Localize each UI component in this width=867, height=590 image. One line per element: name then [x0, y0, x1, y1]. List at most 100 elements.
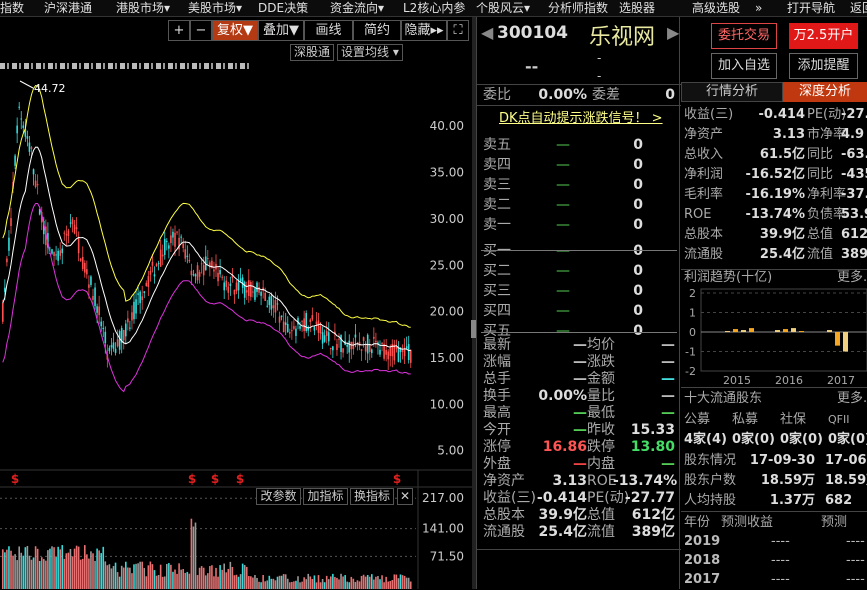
menu-item[interactable]: DDE决策: [258, 1, 309, 15]
candle-body: [299, 326, 301, 329]
volume-bar: [364, 576, 367, 589]
menu-item[interactable]: 打开导航: [787, 1, 836, 15]
volume-bar: [102, 546, 105, 589]
candle-body: [252, 291, 254, 293]
volume-bar: [38, 560, 41, 589]
menu-item[interactable]: L2核心内参: [403, 1, 466, 15]
close-indicator-button[interactable]: ✕: [397, 488, 413, 505]
bid-row[interactable]: 买三 — 0: [483, 281, 677, 301]
last-price: --: [525, 57, 539, 76]
volume-bar: [268, 575, 271, 589]
candle-body: [59, 250, 61, 256]
holder-type: 社保: [780, 412, 807, 427]
volume-bar: [122, 567, 125, 589]
fuquan-dropdown[interactable]: 复权▼: [212, 20, 258, 41]
analysis-label: 负债率: [807, 207, 847, 222]
next-stock-icon[interactable]: ▶: [667, 23, 680, 42]
kline-chart[interactable]: 40.00 35.00 30.00 25.00 20.00 15.00 10.00 5.00 2…: [0, 17, 472, 589]
level-label: 买五: [483, 323, 511, 339]
bid-row[interactable]: 买一 — 0: [483, 241, 677, 261]
simple-button[interactable]: 简约: [353, 20, 401, 41]
trade-button[interactable]: 委托交易: [711, 23, 777, 49]
zoom-in-button[interactable]: +: [168, 20, 190, 41]
level-label: 卖五: [483, 137, 511, 153]
volume-bar: [319, 582, 322, 589]
volume-bar: [178, 563, 180, 589]
candle-body: [157, 263, 160, 265]
prev-stock-icon[interactable]: ◀: [481, 23, 494, 42]
bid-row[interactable]: 买四 — 0: [483, 301, 677, 321]
shengutong-button[interactable]: 深股通: [290, 44, 335, 61]
switch-indicator-button[interactable]: 换指标: [350, 488, 394, 505]
stat-value: 39.9亿: [538, 507, 587, 523]
volume-bar: [373, 579, 375, 589]
menu-item[interactable]: 美股市场▾: [188, 1, 243, 15]
ask-row[interactable]: 卖三 — 0: [483, 175, 677, 195]
stat-value: 389亿: [631, 524, 675, 540]
candle-body: [149, 270, 152, 275]
ask-row[interactable]: 卖二 — 0: [483, 195, 677, 215]
volume-bar: [260, 582, 262, 589]
add-watchlist-button[interactable]: 加入自选: [711, 53, 777, 79]
set-ma-dropdown[interactable]: 设置均线 ▾: [337, 44, 403, 61]
volume-bar: [332, 573, 334, 589]
ask-row[interactable]: 卖四 — 0: [483, 155, 677, 175]
candle-body: [235, 282, 238, 292]
tab-market-analysis[interactable]: 行情分析: [681, 82, 783, 102]
menu-item[interactable]: 资金流向▾: [330, 1, 385, 15]
profit-more-link[interactable]: 更多.: [837, 270, 867, 285]
menu-item[interactable]: 沪深港通: [44, 1, 93, 15]
splitter[interactable]: [472, 17, 476, 589]
menu-item[interactable]: 返回: [850, 1, 867, 15]
analysis-value: -16.52亿: [745, 167, 805, 182]
candle-body: [330, 347, 332, 349]
kline-canvas[interactable]: 40.00 35.00 30.00 25.00 20.00 15.00 10.00 5.00 2…: [0, 17, 472, 589]
candle-body: [100, 321, 102, 327]
menu-item[interactable]: »: [755, 1, 763, 15]
zoom-out-button[interactable]: −: [190, 20, 212, 41]
stat-value: —: [573, 405, 587, 421]
menu-item[interactable]: 指数: [0, 1, 25, 15]
profit-year: 2016: [775, 374, 803, 387]
menu-item[interactable]: 港股市场▾: [116, 1, 171, 15]
menu-item[interactable]: 高级选股: [692, 1, 741, 15]
stat-label: 流通股: [483, 524, 525, 540]
menu-item[interactable]: 选股器: [619, 1, 656, 15]
tab-deep-analysis[interactable]: 深度分析: [783, 82, 867, 102]
change-params-button[interactable]: 改参数: [256, 488, 301, 505]
holder-count: 0家(0): [828, 432, 867, 447]
candle-body: [94, 287, 96, 307]
hide-button[interactable]: 隐藏▸▸: [401, 20, 447, 41]
ask-row[interactable]: 卖一 — 0: [483, 215, 677, 235]
volume-bar: [24, 547, 27, 589]
fullscreen-icon[interactable]: ⛶: [447, 20, 469, 41]
holders-more-link[interactable]: 更多.: [837, 391, 867, 406]
dk-signal-link[interactable]: DK点自动提示涨跌信号！ >: [499, 111, 663, 126]
stat-label: 总手: [483, 371, 511, 387]
candle-body: [258, 287, 260, 293]
volume-bar: [280, 575, 283, 589]
ask-row[interactable]: 卖五 — 0: [483, 135, 677, 155]
candle-body: [321, 332, 324, 344]
bid-row[interactable]: 买五 — 0: [483, 321, 677, 341]
bid-row[interactable]: 买二 — 0: [483, 261, 677, 281]
volume-bar: [67, 552, 70, 589]
add-alert-button[interactable]: 添加提醒: [789, 53, 858, 79]
volume-bar: [303, 577, 305, 589]
candle-body: [297, 317, 299, 325]
candle-body: [239, 278, 242, 282]
draw-line-button[interactable]: 画线: [304, 20, 353, 41]
candle-body: [116, 339, 119, 347]
add-indicator-button[interactable]: 加指标: [303, 488, 348, 505]
candle-body: [151, 261, 154, 266]
candle-body: [86, 269, 88, 275]
collapse-handle[interactable]: [471, 320, 477, 338]
candle-body: [108, 347, 111, 352]
volume-bar: [53, 547, 55, 589]
menu-item[interactable]: 个股风云▾: [476, 1, 531, 15]
candle-body: [34, 180, 37, 187]
menu-item[interactable]: 分析师指数: [548, 1, 609, 15]
open-account-button[interactable]: 万2.5开户: [789, 23, 858, 49]
overlay-dropdown[interactable]: 叠加▼: [258, 20, 304, 41]
candle-body: [65, 234, 68, 236]
